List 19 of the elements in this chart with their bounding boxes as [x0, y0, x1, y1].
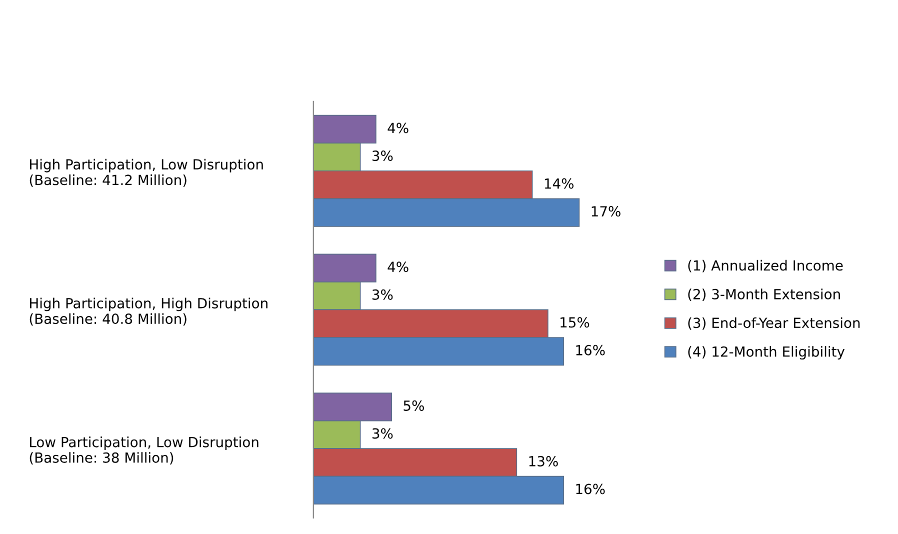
y-tick-label: High Participation, High Disruption (Baseline: 40.8 Million) — [30, 298, 268, 326]
data-label: 14% — [544, 178, 574, 189]
legend-label: (3) End-of-Year Extension — [688, 317, 860, 330]
y-tick-label: Low Participation, Low Disruption (Baseline: 38 Million) — [30, 436, 258, 464]
data-label: 4% — [388, 122, 408, 134]
legend-label: (2) 3-Month Extension — [688, 288, 840, 302]
data-label: 5% — [404, 400, 424, 411]
data-label: 17% — [592, 206, 620, 217]
data-label: 16% — [576, 344, 605, 356]
data-label: 3% — [372, 289, 393, 300]
y-tick-label: High Participation, Low Disruption (Baseline: 41.2 Million) — [30, 158, 263, 187]
data-label: 16% — [576, 484, 605, 494]
data-label: 15% — [560, 317, 590, 328]
data-label: 3% — [372, 428, 393, 439]
legend-label: (4) 12-Month Eligibility — [688, 346, 845, 360]
data-label: 4% — [388, 262, 408, 272]
legend-label: (1) Annualized Income — [688, 260, 843, 272]
data-label: 3% — [372, 150, 393, 162]
data-label: 13% — [529, 456, 558, 466]
